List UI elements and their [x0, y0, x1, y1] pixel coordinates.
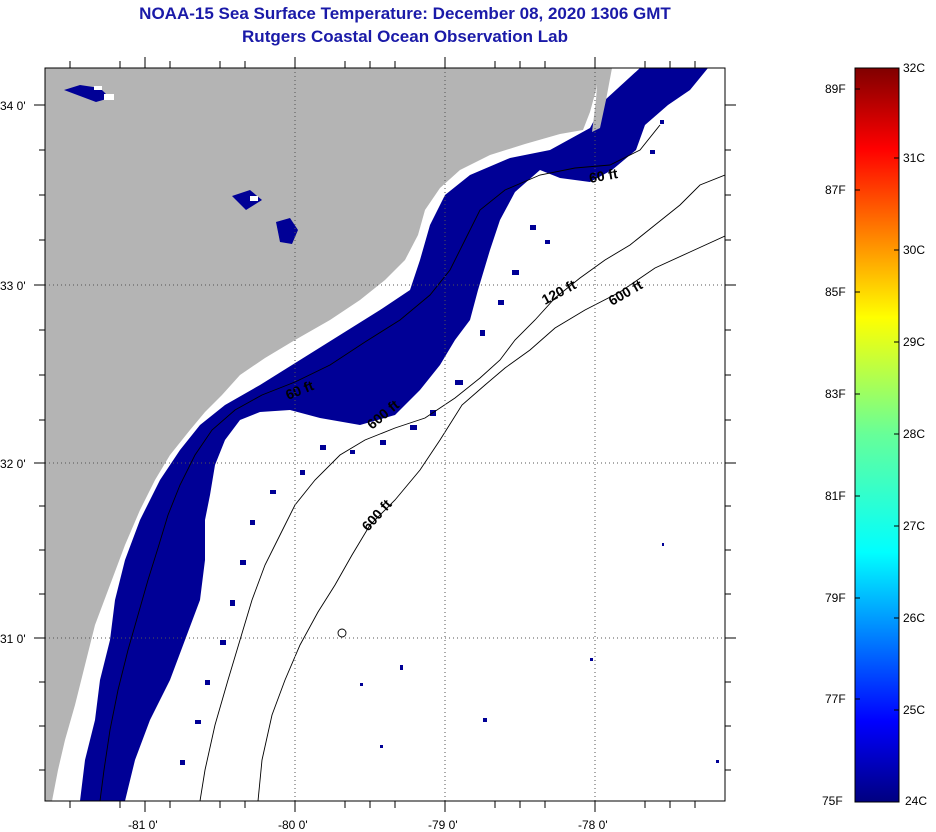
lon-labels: -81 0' -80 0' -79 0' -78 0': [128, 818, 608, 832]
contour-label: 60 ft: [588, 165, 619, 186]
colorbar-label-f: 87F: [825, 183, 846, 197]
colorbar-label-c: 24C: [905, 794, 928, 808]
colorbar-label-c: 27C: [903, 519, 926, 533]
barrier-island: [592, 68, 612, 132]
colorbar-label-f: 77F: [825, 692, 846, 706]
bathymetry-contours: [99, 124, 725, 801]
cold-water-band: [80, 68, 708, 801]
colorbar-label-c: 30C: [903, 243, 926, 257]
colorbar-ticks: [855, 88, 899, 711]
colorbar-label-f: 75F: [822, 794, 843, 808]
axis-ticks: [34, 57, 736, 812]
lon-tick-label: -81 0': [128, 818, 158, 832]
lat-labels: 34 0' 33 0' 32 0' 31 0': [0, 99, 26, 646]
colorbar-label-c: 32C: [903, 61, 926, 75]
lon-tick-label: -80 0': [278, 818, 308, 832]
lon-tick-label: -79 0': [428, 818, 458, 832]
colorbar-label-f: 85F: [825, 285, 846, 299]
map-title: NOAA-15 Sea Surface Temperature: Decembe…: [139, 4, 671, 23]
colorbar-label-f: 79F: [825, 591, 846, 605]
colorbar-label-c: 29C: [903, 335, 926, 349]
lat-tick-label: 34 0': [0, 99, 26, 113]
colorbar-label-f: 83F: [825, 387, 846, 401]
map-frame: [44, 67, 726, 802]
lat-tick-label: 32 0': [0, 457, 26, 471]
lon-tick-label: -78 0': [578, 818, 608, 832]
graticule: [45, 68, 725, 801]
contour-60ft: [99, 124, 661, 801]
colorbar-label-f: 89F: [825, 82, 846, 96]
colorbar-label-c: 31C: [903, 151, 926, 165]
map-subtitle: Rutgers Coastal Ocean Observation Lab: [242, 27, 568, 46]
lat-tick-label: 31 0': [0, 632, 26, 646]
colorbar-label-c: 28C: [903, 427, 926, 441]
inland-missing: [94, 86, 258, 201]
contour-600ft: [257, 235, 725, 801]
contour-120ft: [199, 174, 725, 801]
land-mass: [45, 68, 600, 801]
colorbar: [854, 67, 900, 803]
colorbar-label-c: 26C: [903, 611, 926, 625]
colorbar-label-c: 25C: [903, 703, 926, 717]
colorbar-label-f: 81F: [825, 489, 846, 503]
lat-tick-label: 33 0': [0, 279, 26, 293]
